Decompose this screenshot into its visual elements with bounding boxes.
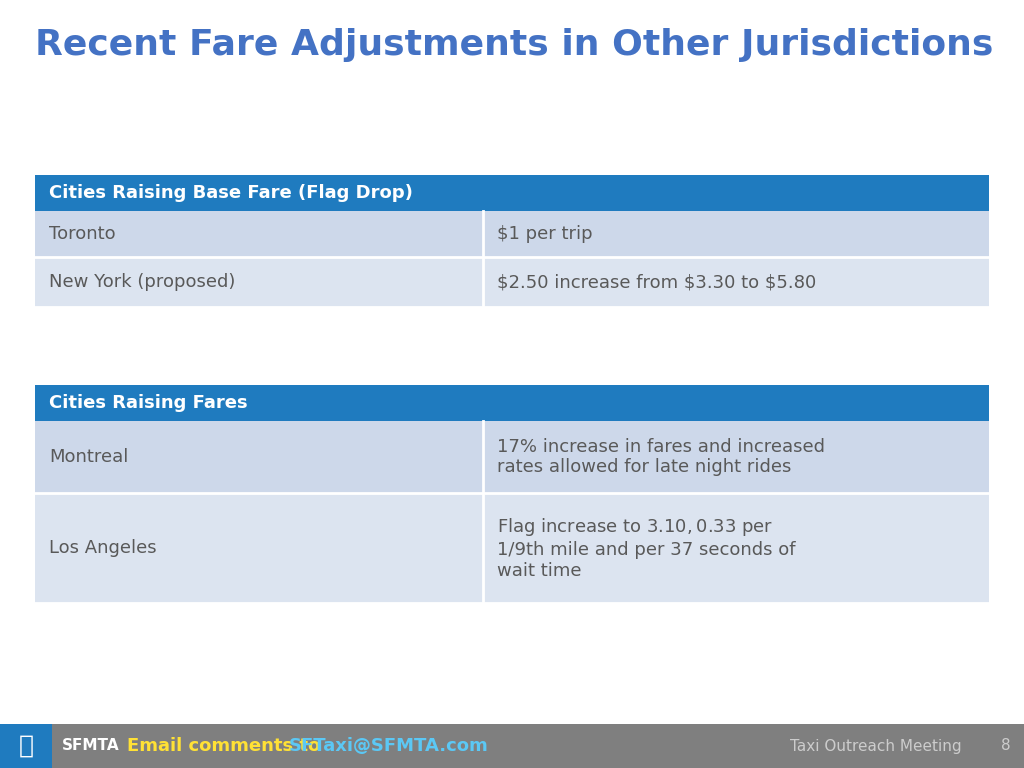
Text: 17% increase in fares and increased
rates allowed for late night rides: 17% increase in fares and increased rate… — [498, 438, 825, 476]
Bar — [35, 175, 989, 211]
Text: SFMTA: SFMTA — [62, 739, 120, 753]
Text: Email comments to: Email comments to — [127, 737, 327, 755]
Bar — [0, 724, 52, 768]
Text: SFTaxi@SFMTA.com: SFTaxi@SFMTA.com — [289, 737, 488, 755]
Text: Toronto: Toronto — [49, 225, 116, 243]
Text: Recent Fare Adjustments in Other Jurisdictions: Recent Fare Adjustments in Other Jurisdi… — [35, 28, 993, 62]
Bar — [0, 724, 1024, 768]
Text: $2.50 increase from $3.30 to $5.80: $2.50 increase from $3.30 to $5.80 — [498, 273, 816, 291]
Text: Flag increase to $3.10, $0.33 per
1/9th mile and per 37 seconds of
wait time: Flag increase to $3.10, $0.33 per 1/9th … — [498, 516, 796, 580]
Text: Montreal: Montreal — [49, 448, 128, 466]
Text: Cities Raising Fares: Cities Raising Fares — [49, 394, 248, 412]
Text: 8: 8 — [1001, 739, 1011, 753]
Text: ⧉: ⧉ — [18, 734, 34, 758]
Bar — [35, 385, 989, 421]
Text: Taxi Outreach Meeting: Taxi Outreach Meeting — [790, 739, 962, 753]
Bar — [35, 421, 989, 493]
Text: New York (proposed): New York (proposed) — [49, 273, 236, 291]
Bar — [35, 257, 989, 307]
Bar — [35, 493, 989, 603]
Bar — [35, 211, 989, 257]
Text: Los Angeles: Los Angeles — [49, 539, 157, 557]
Text: Cities Raising Base Fare (Flag Drop): Cities Raising Base Fare (Flag Drop) — [49, 184, 413, 202]
Text: $1 per trip: $1 per trip — [498, 225, 593, 243]
